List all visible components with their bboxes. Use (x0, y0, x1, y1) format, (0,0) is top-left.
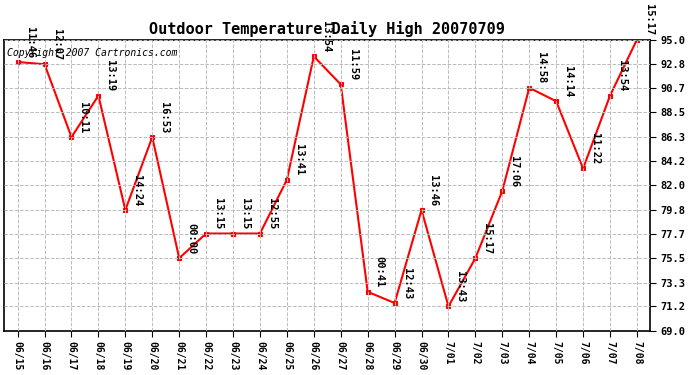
Text: 13:54: 13:54 (617, 60, 627, 92)
Text: 16:53: 16:53 (159, 102, 169, 133)
Text: 12:07: 12:07 (52, 29, 61, 60)
Text: 17:06: 17:06 (509, 156, 520, 187)
Text: 12:55: 12:55 (267, 198, 277, 230)
Text: 00:41: 00:41 (375, 256, 384, 288)
Text: 13:15: 13:15 (240, 198, 250, 230)
Title: Outdoor Temperature Daily High 20070709: Outdoor Temperature Daily High 20070709 (149, 21, 505, 37)
Text: 11:22: 11:22 (590, 133, 600, 164)
Text: 14:14: 14:14 (563, 66, 573, 97)
Text: 10:11: 10:11 (79, 102, 88, 133)
Text: 00:00: 00:00 (186, 223, 196, 254)
Text: 11:46: 11:46 (25, 27, 34, 58)
Text: Copyright 2007 Cartronics.com: Copyright 2007 Cartronics.com (8, 48, 178, 58)
Text: 15:17: 15:17 (482, 223, 493, 254)
Text: 13:46: 13:46 (428, 174, 438, 206)
Text: 13:15: 13:15 (213, 198, 223, 230)
Text: 14:58: 14:58 (536, 53, 546, 84)
Text: 13:54: 13:54 (321, 21, 331, 52)
Text: 13:19: 13:19 (106, 60, 115, 92)
Text: 11:59: 11:59 (348, 49, 357, 80)
Text: 13:43: 13:43 (455, 271, 466, 302)
Text: 14:24: 14:24 (132, 174, 142, 206)
Text: 12:43: 12:43 (402, 268, 411, 299)
Text: 15:17: 15:17 (644, 4, 654, 35)
Text: 13:41: 13:41 (294, 144, 304, 176)
